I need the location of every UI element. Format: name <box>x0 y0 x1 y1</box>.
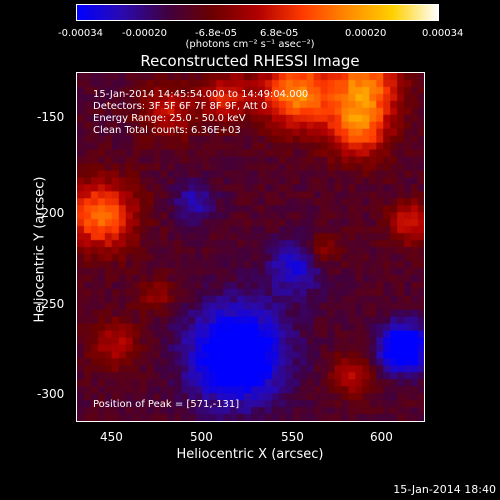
colorbar-tick-label: 6.8e-05 <box>260 28 299 39</box>
x-axis-label: Heliocentric X (arcsec) <box>176 447 324 462</box>
colorbar-tick-label: -0.00034 <box>58 28 103 39</box>
colorbar <box>76 4 439 21</box>
colorbar-tick-label: -0.00020 <box>122 28 167 39</box>
x-tick-label: 550 <box>281 430 304 444</box>
x-tick-label: 500 <box>190 430 213 444</box>
y-tick-label: -150 <box>37 110 65 124</box>
colorbar-tick-label: 0.00020 <box>345 28 387 39</box>
image-title: Reconstructed RHESSI Image <box>140 52 360 70</box>
rhessi-image-heatmap <box>77 73 424 421</box>
y-axis-label: Heliocentric Y (arcsec) <box>32 176 48 323</box>
detectors: Detectors: 3F 5F 6F 7F 8F 9F, Att 0 <box>93 101 268 112</box>
total-counts: Clean Total counts: 6.36E+03 <box>93 125 241 136</box>
y-tick-label: -250 <box>37 297 65 311</box>
time-range: 15-Jan-2014 14:45:54.000 to 14:49:04.000 <box>93 89 309 100</box>
colorbar-units: (photons cm⁻² s⁻¹ asec⁻²) <box>185 39 315 50</box>
x-tick-label: 450 <box>100 430 123 444</box>
colorbar-tick-label: -6.8e-05 <box>195 28 237 39</box>
energy-range: Energy Range: 25.0 - 50.0 keV <box>93 113 246 124</box>
peak-position: Position of Peak = [571,-131] <box>93 399 240 410</box>
y-tick-label: -200 <box>37 206 65 220</box>
timestamp: 15-Jan-2014 18:40 <box>393 483 496 496</box>
y-tick-label: -300 <box>37 387 65 401</box>
colorbar-axis: -0.00034 -0.00020 -6.8e-05 6.8e-05 0.000… <box>0 0 500 60</box>
colorbar-tick-label: 0.00034 <box>422 28 464 39</box>
image-panel: 15-Jan-2014 14:45:54.000 to 14:49:04.000… <box>76 72 425 422</box>
x-tick-label: 600 <box>370 430 393 444</box>
